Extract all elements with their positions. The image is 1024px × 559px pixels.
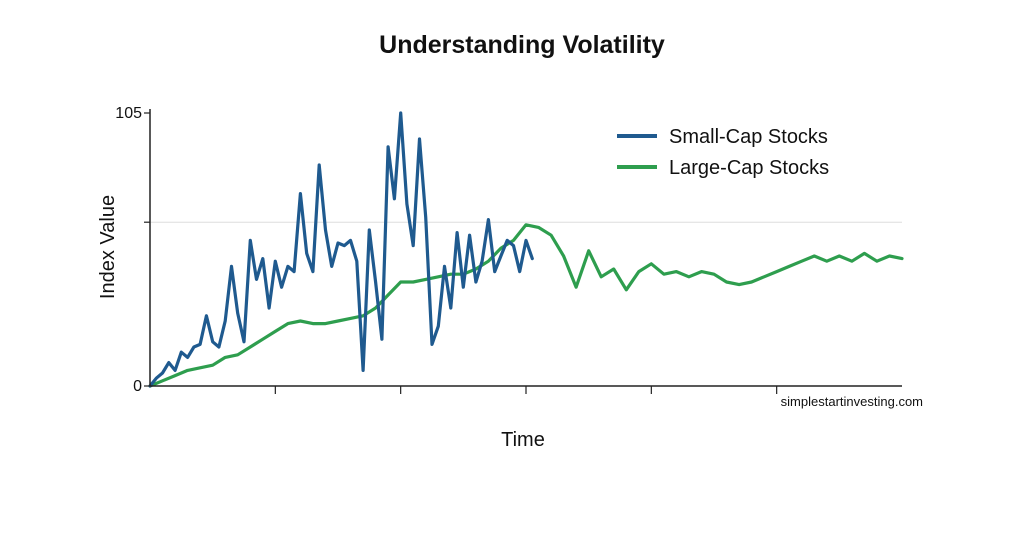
x-axis-label: Time — [501, 429, 545, 451]
source-credit: simplestartinvesting.com — [781, 394, 923, 409]
series-line-large-cap — [148, 223, 904, 388]
series-line-small-cap — [148, 111, 534, 388]
legend-label-small-cap: Small-Cap Stocks — [669, 126, 828, 148]
series-layer — [148, 111, 904, 388]
legend-label-large-cap: Large-Cap Stocks — [669, 157, 829, 179]
y-ticks: 0 105 — [115, 105, 150, 395]
y-axis-label: Index Value — [97, 195, 119, 299]
x-ticks — [274, 386, 778, 394]
chart-title: Understanding Volatility — [379, 31, 665, 59]
y-tick-label: 0 — [133, 378, 142, 395]
legend: Small-Cap Stocks Large-Cap Stocks — [617, 126, 829, 179]
y-tick-label: 105 — [115, 105, 142, 122]
